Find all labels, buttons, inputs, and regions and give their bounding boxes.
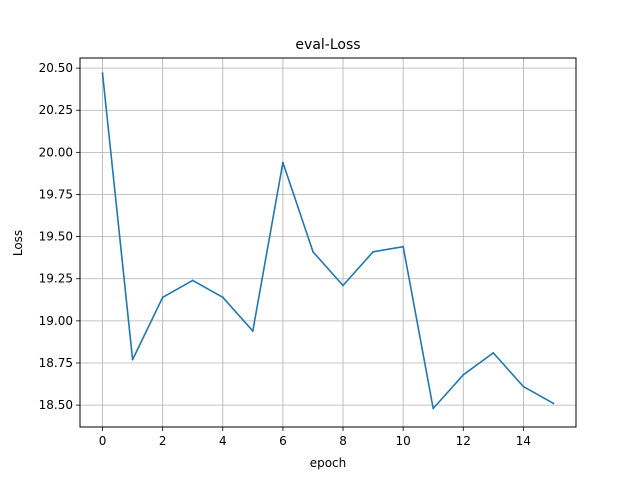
y-tick-label: 20.25 <box>39 103 73 117</box>
y-tick-label: 18.75 <box>39 356 73 370</box>
x-tick-label: 10 <box>396 434 411 448</box>
data-point <box>432 407 435 410</box>
x-axis-ticks: 0 2 4 6 8 10 12 14 <box>99 427 531 448</box>
data-point <box>191 279 194 282</box>
y-axis-ticks: 18.50 18.75 19.00 19.25 19.50 19.75 20.00 20.25… <box>39 61 80 412</box>
data-point <box>131 358 134 361</box>
grid <box>80 58 576 427</box>
data-point <box>462 373 465 376</box>
plot-frame <box>79 57 577 428</box>
x-tick-label: 8 <box>339 434 347 448</box>
y-axis-label: Loss <box>11 230 25 256</box>
data-point <box>492 351 495 354</box>
x-tick-label: 4 <box>219 434 227 448</box>
data-point <box>342 284 344 287</box>
y-tick-label: 20.00 <box>39 145 73 159</box>
y-tick-label: 19.50 <box>39 230 73 244</box>
data-point <box>221 296 224 299</box>
chart-title: eval-Loss <box>295 37 360 53</box>
data-point <box>251 330 254 332</box>
data-point <box>402 245 405 248</box>
x-axis-label: epoch <box>310 456 347 470</box>
data-point <box>372 250 374 253</box>
y-tick-label: 19.00 <box>39 314 73 328</box>
y-tick-label: 19.75 <box>39 187 73 201</box>
y-tick-label: 19.25 <box>39 272 73 286</box>
y-tick-label: 18.50 <box>39 398 73 412</box>
series-line <box>101 73 554 410</box>
data-point <box>161 296 164 299</box>
x-tick-label: 0 <box>99 434 107 448</box>
x-tick-label: 12 <box>456 434 471 448</box>
data-point <box>522 385 525 388</box>
x-tick-label: 2 <box>159 434 167 448</box>
x-tick-label: 14 <box>516 434 531 448</box>
y-tick-label: 20.50 <box>39 61 73 75</box>
data-point <box>552 402 555 405</box>
data-point <box>101 72 104 75</box>
data-point <box>282 161 284 164</box>
data-point <box>312 250 314 253</box>
x-tick-label: 6 <box>279 434 287 448</box>
series-layer <box>101 72 555 410</box>
